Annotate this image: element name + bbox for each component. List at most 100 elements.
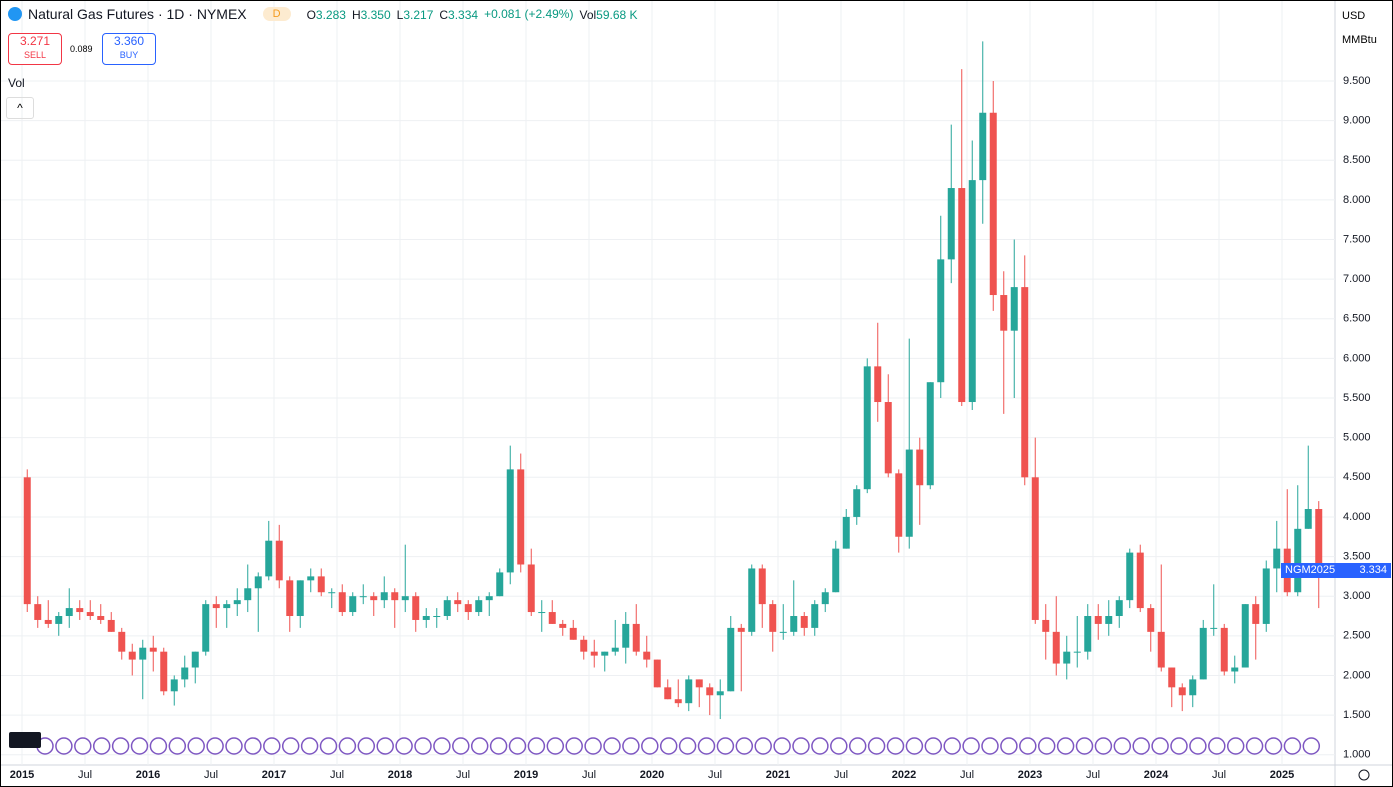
event-icon bbox=[263, 737, 281, 755]
event-icon bbox=[55, 737, 73, 755]
collapse-button[interactable]: ^ bbox=[6, 97, 34, 119]
event-icon bbox=[735, 737, 754, 755]
candle-body bbox=[958, 188, 966, 403]
event-icon bbox=[1302, 737, 1321, 755]
x-tick-label: 2019 bbox=[514, 769, 538, 781]
event-icon bbox=[565, 737, 583, 755]
candle-body bbox=[674, 699, 682, 704]
event-icon bbox=[603, 737, 621, 755]
candle-body bbox=[359, 596, 367, 598]
candle-body bbox=[422, 616, 430, 620]
unit[interactable]: MMBtu bbox=[1342, 34, 1377, 46]
x-tick-label: Jul bbox=[78, 769, 92, 781]
candle-body bbox=[800, 616, 808, 628]
candle-body bbox=[370, 596, 378, 601]
candle-body bbox=[842, 516, 850, 549]
event-icon bbox=[886, 737, 905, 755]
candle-body bbox=[590, 651, 598, 656]
ohlc-label: L bbox=[396, 8, 404, 22]
event-icon bbox=[641, 737, 659, 755]
candle-body bbox=[55, 616, 63, 624]
buy-button[interactable]: 3.360 BUY bbox=[102, 33, 156, 65]
candle-body bbox=[1115, 600, 1123, 617]
candle-body bbox=[1241, 604, 1249, 668]
candle-body bbox=[758, 568, 766, 605]
event-icon bbox=[584, 737, 602, 755]
ohlc-value: 3.334 bbox=[448, 8, 479, 22]
event-icon bbox=[395, 737, 413, 755]
spread: 0.089 bbox=[70, 44, 93, 54]
candle-body bbox=[1084, 616, 1092, 652]
vol-label: Vol bbox=[579, 8, 597, 22]
event-icon bbox=[92, 737, 111, 755]
sell-price: 3.271 bbox=[19, 34, 51, 48]
candle-body bbox=[128, 651, 136, 660]
candle-body bbox=[979, 112, 987, 181]
candle-body bbox=[1220, 627, 1228, 672]
event-icon bbox=[1132, 737, 1150, 755]
event-icon bbox=[546, 737, 565, 755]
candle-body bbox=[1273, 548, 1281, 569]
candle-body bbox=[1094, 616, 1102, 624]
candle-body bbox=[916, 449, 924, 486]
event-icon bbox=[508, 737, 527, 755]
candle-body bbox=[611, 647, 619, 652]
y-tick-label: 2.000 bbox=[1343, 669, 1371, 681]
candle-body bbox=[170, 679, 178, 692]
candle-body bbox=[1000, 295, 1008, 331]
sell-button[interactable]: 3.271 SELL bbox=[8, 33, 62, 65]
candle-body bbox=[380, 592, 388, 601]
candle-body bbox=[779, 631, 787, 633]
candle-body bbox=[1010, 287, 1018, 331]
candle-body bbox=[926, 382, 934, 486]
candle-body bbox=[947, 188, 955, 260]
event-icon bbox=[1056, 737, 1075, 755]
candle-body bbox=[821, 592, 829, 605]
event-icon bbox=[1283, 737, 1302, 755]
buy-price: 3.360 bbox=[113, 34, 145, 48]
candle-body bbox=[527, 564, 535, 613]
candle-body bbox=[401, 596, 409, 601]
candle-body bbox=[716, 691, 724, 696]
x-tick-label: 2020 bbox=[640, 769, 664, 781]
candle-body bbox=[464, 604, 472, 613]
candle-body bbox=[475, 600, 483, 613]
candle-body bbox=[76, 608, 84, 613]
ohlc-value: 3.217 bbox=[403, 8, 434, 22]
y-tick-label: 7.500 bbox=[1343, 233, 1371, 245]
event-icon bbox=[716, 737, 735, 755]
candle-body bbox=[307, 576, 315, 581]
candle-body bbox=[968, 180, 976, 403]
y-tick-label: 1.500 bbox=[1343, 709, 1371, 721]
candle-body bbox=[1189, 679, 1197, 696]
candle-body bbox=[1052, 631, 1060, 664]
event-icon bbox=[981, 737, 999, 755]
y-tick-label: 5.000 bbox=[1343, 432, 1371, 444]
event-icon bbox=[489, 737, 508, 755]
candle-body bbox=[1147, 608, 1155, 632]
candle-body bbox=[905, 449, 913, 537]
x-tick-label: Jul bbox=[1086, 769, 1100, 781]
y-tick-label: 6.000 bbox=[1343, 352, 1371, 364]
x-tick-label: 2023 bbox=[1018, 769, 1042, 781]
ohlc-label: C bbox=[439, 8, 449, 22]
last-symbol: NGM2025 bbox=[1285, 564, 1336, 576]
x-tick-label: 2017 bbox=[262, 769, 286, 781]
ohlc-label: O bbox=[306, 8, 316, 22]
ohlc-item: L3.217 bbox=[397, 6, 434, 22]
event-icon bbox=[678, 737, 697, 755]
candle-body bbox=[433, 616, 441, 618]
event-icon bbox=[470, 737, 489, 755]
event-icon bbox=[622, 737, 640, 755]
candle-body bbox=[1021, 287, 1029, 478]
event-icon bbox=[338, 737, 357, 755]
badge[interactable]: D bbox=[262, 7, 291, 21]
change: +0.081 (+2.49%) bbox=[484, 7, 574, 21]
event-icon bbox=[830, 737, 848, 755]
event-icon bbox=[111, 737, 130, 755]
candle-body bbox=[244, 588, 252, 601]
currency[interactable]: USD bbox=[1342, 10, 1366, 22]
event-icon bbox=[281, 737, 300, 755]
y-tick-label: 7.000 bbox=[1343, 273, 1371, 285]
